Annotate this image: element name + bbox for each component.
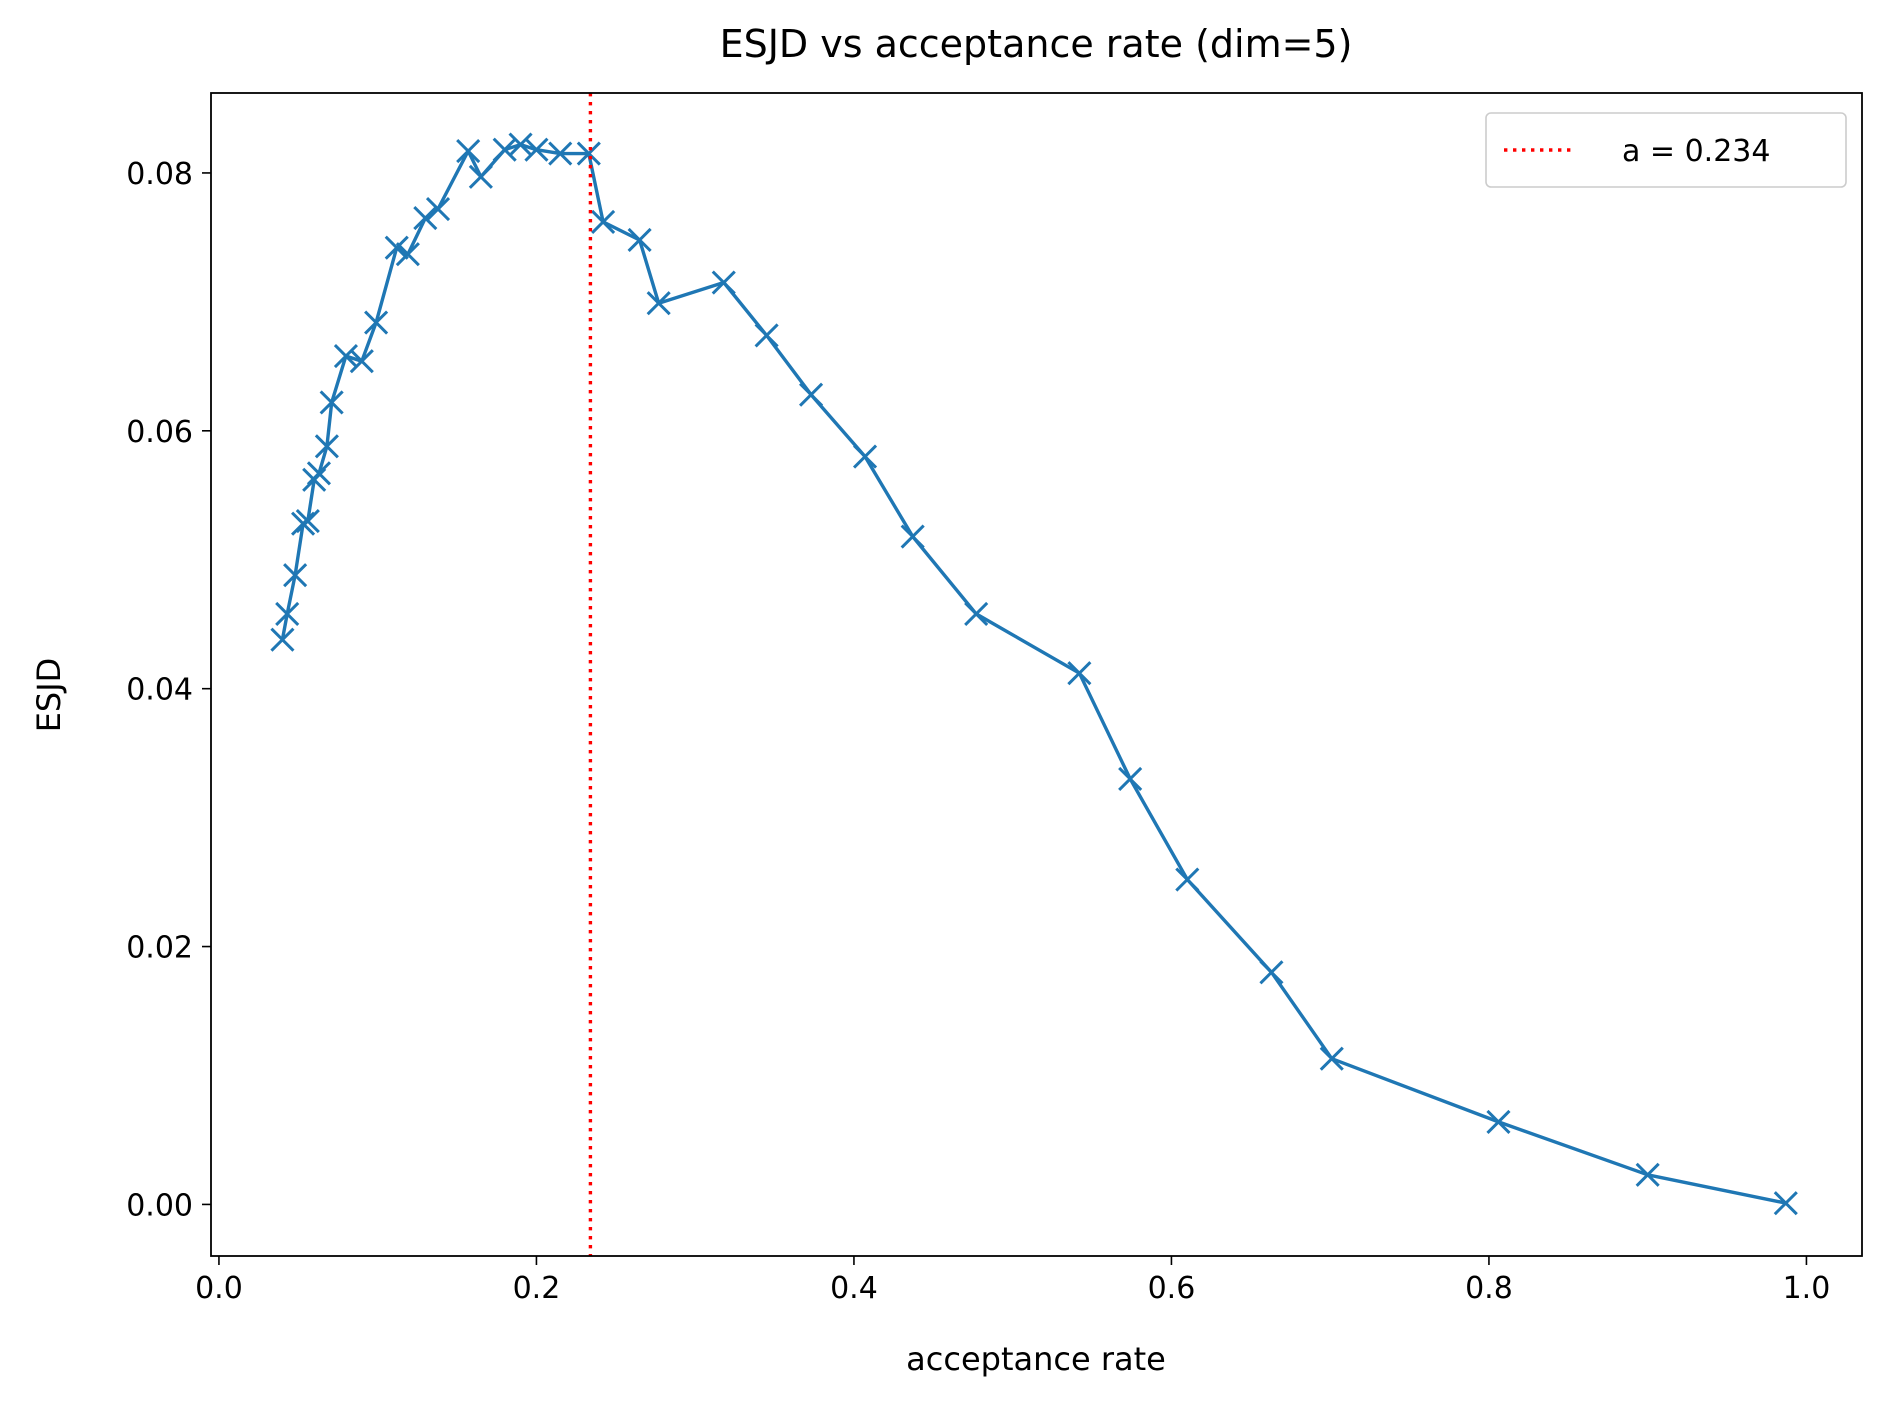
x-tick-label: 0.6 — [1148, 1271, 1196, 1306]
legend: a = 0.234 — [1485, 112, 1847, 188]
data-point — [456, 138, 481, 164]
series-line — [280, 142, 1787, 1205]
data-point — [413, 206, 438, 231]
data-point — [492, 137, 517, 162]
data-point — [964, 601, 989, 626]
data-point — [364, 310, 389, 335]
data-point — [711, 270, 736, 295]
y-tick-label: 0.00 — [126, 1188, 193, 1223]
data-point — [591, 209, 616, 234]
axes-frame — [210, 92, 1863, 1257]
x-tick-label: 1.0 — [1783, 1271, 1831, 1306]
data-point — [275, 601, 300, 626]
plot-area: 0.0 0.2 0.4 0.6 0.8 1.0 0.00 0.02 0.04 0.06 0.08 a … — [126, 92, 1863, 1306]
data-point — [900, 524, 925, 549]
y-tick-label: 0.08 — [126, 157, 193, 192]
data-point — [627, 227, 652, 253]
data-point — [291, 511, 316, 536]
data-point — [349, 349, 374, 374]
data-point — [576, 141, 601, 166]
data-point — [319, 390, 344, 415]
data-point — [384, 235, 409, 260]
data-point — [314, 434, 339, 459]
data-point — [548, 141, 573, 166]
x-axis-label: acceptance rate — [906, 1340, 1166, 1378]
data-point — [524, 137, 549, 162]
y-axis-label: ESJD — [30, 658, 68, 733]
data-point — [799, 382, 824, 407]
data-point — [306, 461, 332, 486]
data-point — [1486, 1109, 1511, 1134]
data-point — [1319, 1046, 1344, 1071]
data-point — [646, 291, 671, 316]
chart-title: ESJD vs acceptance rate (dim=5) — [720, 22, 1353, 66]
data-point — [333, 343, 358, 369]
data-point — [852, 444, 878, 469]
data-point — [1773, 1191, 1798, 1216]
y-tick-label: 0.04 — [126, 673, 193, 708]
data-point — [1635, 1162, 1660, 1187]
data-point — [283, 563, 308, 588]
x-tick-label: 0.4 — [830, 1271, 878, 1306]
x-tick-label: 0.0 — [195, 1271, 243, 1306]
legend-entry-label: a = 0.234 — [1622, 134, 1770, 169]
x-tick-label: 0.8 — [1465, 1271, 1513, 1306]
data-point — [468, 164, 493, 189]
data-point — [1067, 661, 1092, 686]
y-tick-label: 0.02 — [126, 931, 193, 966]
legend-box — [1485, 112, 1847, 188]
data-point — [270, 627, 295, 652]
y-tick-label: 0.06 — [126, 415, 193, 450]
data-point — [1118, 766, 1143, 791]
data-point — [1175, 867, 1200, 892]
data-point — [295, 509, 320, 534]
data-point — [1259, 960, 1284, 985]
x-tick-label: 0.2 — [513, 1271, 561, 1306]
data-point — [425, 196, 451, 222]
data-point — [395, 242, 420, 267]
data-point — [754, 323, 779, 348]
data-point — [508, 132, 533, 157]
